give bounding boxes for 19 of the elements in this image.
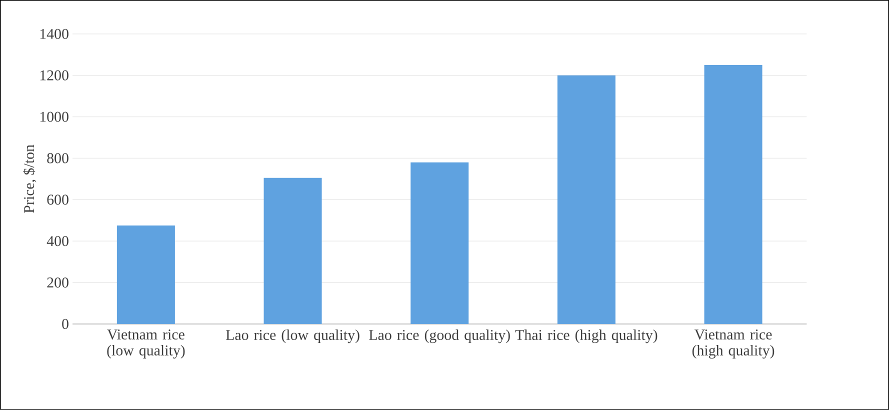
bar (116, 226, 175, 324)
y-tick-label: 1400 (40, 28, 68, 39)
x-tick-label: Vietnam rice (low quality) (107, 330, 185, 359)
y-tick-label: 600 (47, 194, 68, 205)
y-tick-label: 1200 (40, 70, 68, 80)
bar (410, 162, 469, 324)
x-tick-label: Thai rice (high quality) (515, 330, 658, 344)
x-tick-label: Lao rice (low quality) (226, 330, 360, 344)
y-tick-label: 1000 (40, 112, 68, 122)
x-tick-label: Vietnam rice (high quality) (692, 330, 774, 359)
y-axis-title: Price, $/ton (23, 144, 36, 214)
y-tick-label: 400 (46, 236, 68, 246)
bar (704, 65, 762, 324)
y-tick-label: 800 (47, 153, 68, 164)
bar (264, 178, 322, 324)
y-tick-label: 0 (62, 318, 68, 330)
bar (557, 75, 616, 324)
y-tick-label: 200 (47, 278, 68, 288)
x-tick-label: Lao rice (good quality) (369, 330, 510, 344)
